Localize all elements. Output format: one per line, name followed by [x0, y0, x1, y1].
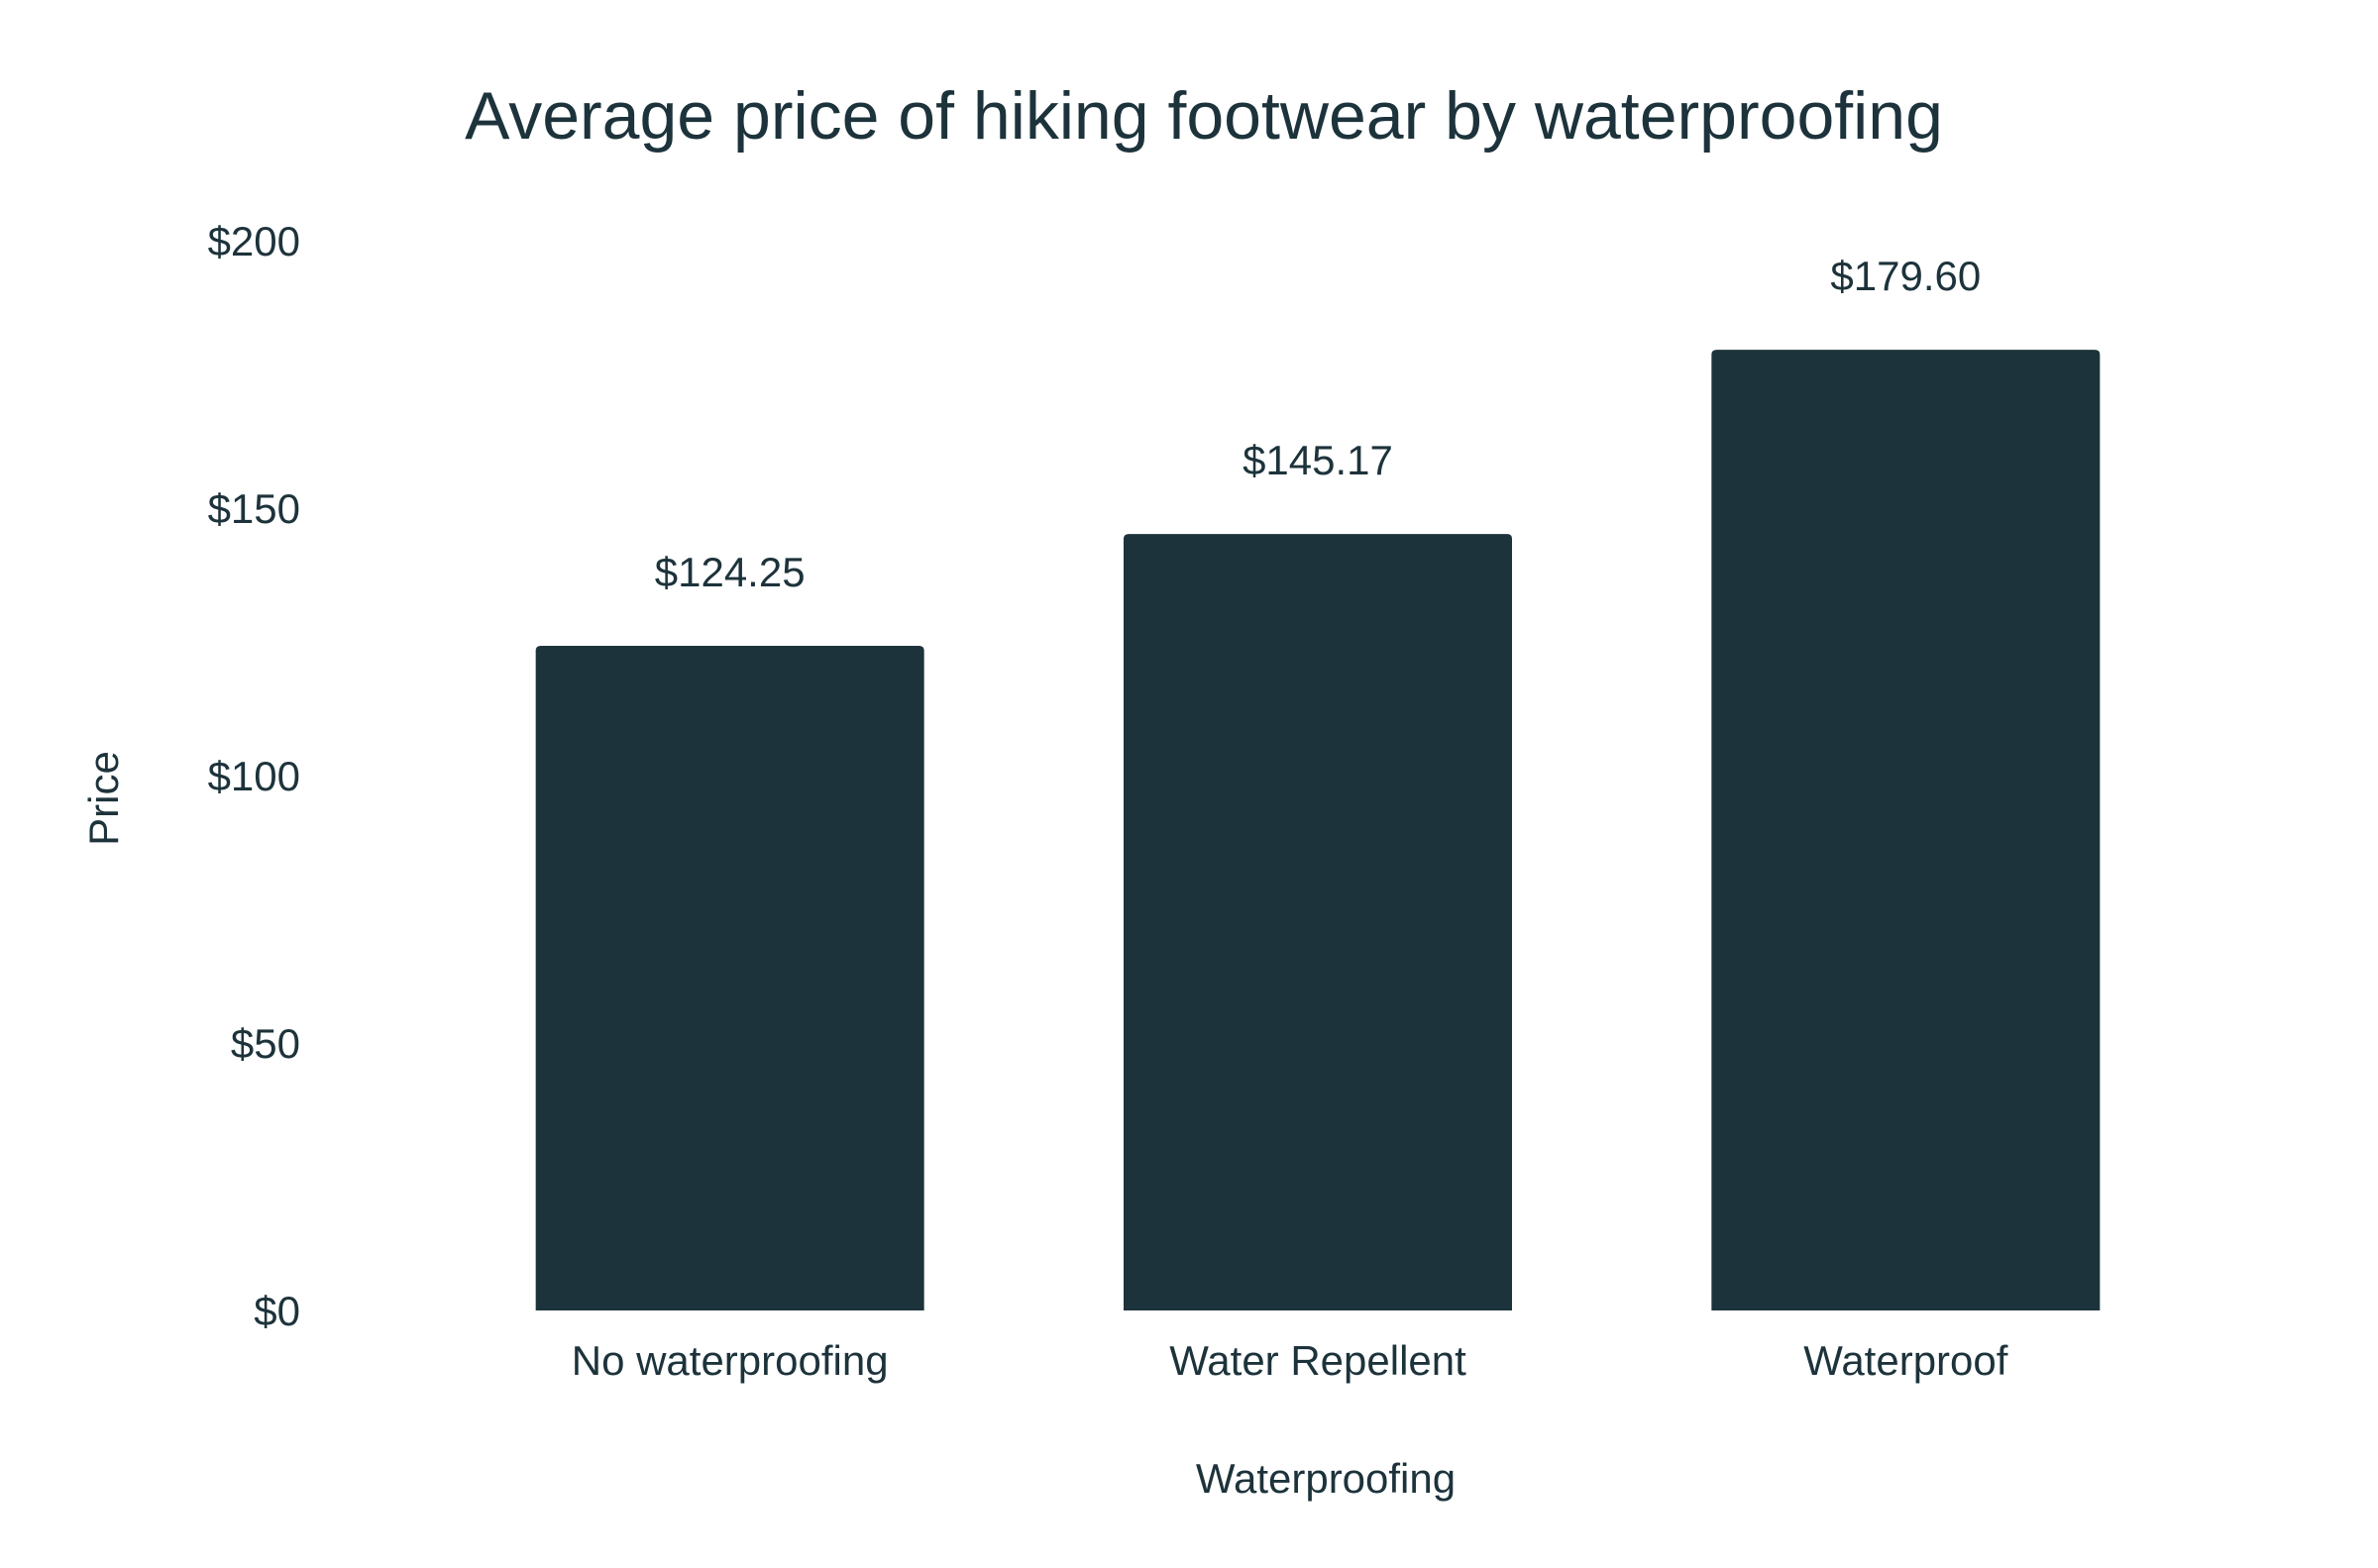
- y-tick-label: $0: [254, 1288, 300, 1334]
- bar-value-label: $124.25: [655, 549, 806, 595]
- x-axis-ticks: No waterproofing Water Repellent Waterproo…: [572, 1337, 2008, 1384]
- x-tick-label: Waterproof: [1803, 1337, 2008, 1384]
- y-axis-label: Price: [80, 751, 127, 846]
- y-tick-label: $50: [231, 1020, 300, 1067]
- x-axis-label: Waterproofing: [1196, 1455, 1456, 1502]
- bar: [1711, 350, 2101, 1310]
- bars: [535, 350, 2101, 1310]
- x-tick-label: Water Repellent: [1169, 1337, 1466, 1384]
- x-tick-label: No waterproofing: [572, 1337, 889, 1384]
- chart-title: Average price of hiking footwear by wate…: [465, 78, 1943, 154]
- bar-value-label: $179.60: [1830, 253, 1981, 299]
- y-axis-ticks: $0 $50 $100 $150 $200: [208, 218, 300, 1334]
- bar: [535, 646, 924, 1310]
- bar-value-labels: $124.25 $145.17 $179.60: [655, 253, 1981, 595]
- bar-value-label: $145.17: [1243, 437, 1393, 483]
- bar: [1124, 534, 1512, 1310]
- y-tick-label: $150: [208, 485, 300, 532]
- y-tick-label: $200: [208, 218, 300, 264]
- y-tick-label: $100: [208, 753, 300, 799]
